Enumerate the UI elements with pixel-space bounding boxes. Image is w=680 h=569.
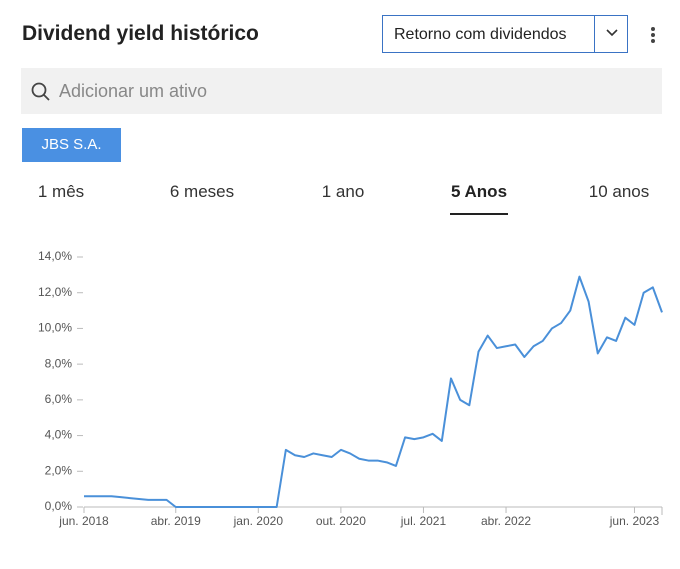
tab[interactable]: 1 ano	[321, 182, 365, 201]
search-icon	[31, 82, 50, 101]
x-tick-label: jun. 2023	[609, 514, 660, 528]
search-box[interactable]: Adicionar um ativo	[21, 68, 662, 114]
y-tick-label: 8,0%	[45, 356, 73, 370]
y-tick-label: 12,0%	[38, 285, 72, 299]
title: Dividend yield histórico	[22, 22, 259, 45]
menu-icon[interactable]	[0, 0, 680, 60]
asset-chip[interactable]: JBS S.A.	[22, 128, 121, 162]
y-tick-label: 0,0%	[45, 499, 73, 513]
y-tick-label: 6,0%	[45, 392, 73, 406]
x-tick-label: jun. 2018	[58, 514, 109, 528]
chevron	[606, 29, 618, 37]
dropdown[interactable]: Retorno com dividendos	[382, 15, 628, 53]
search-placeholder: Adicionar um ativo	[59, 81, 208, 101]
y-tick-label: 10,0%	[38, 321, 72, 335]
tab-underline	[450, 213, 508, 215]
tab[interactable]: 10 anos	[588, 182, 650, 201]
x-tick-label: abr. 2019	[151, 514, 201, 528]
tab[interactable]: 1 mês	[37, 182, 85, 201]
y-tick-label: 2,0%	[45, 463, 73, 477]
tab[interactable]: 5 Anos	[450, 182, 508, 201]
y-tick-label: 14,0%	[38, 249, 72, 263]
dropdown-label: Retorno com dividendos	[394, 26, 567, 43]
separator	[594, 16, 595, 52]
tab[interactable]: 6 meses	[169, 182, 235, 201]
x-tick-label: abr. 2022	[481, 514, 531, 528]
x-tick-label: out. 2020	[316, 514, 366, 528]
line	[84, 275, 663, 508]
x-tick-label: jul. 2021	[400, 514, 447, 528]
x-tick-label: jan. 2020	[233, 514, 284, 528]
y-tick-label: 4,0%	[45, 428, 73, 442]
